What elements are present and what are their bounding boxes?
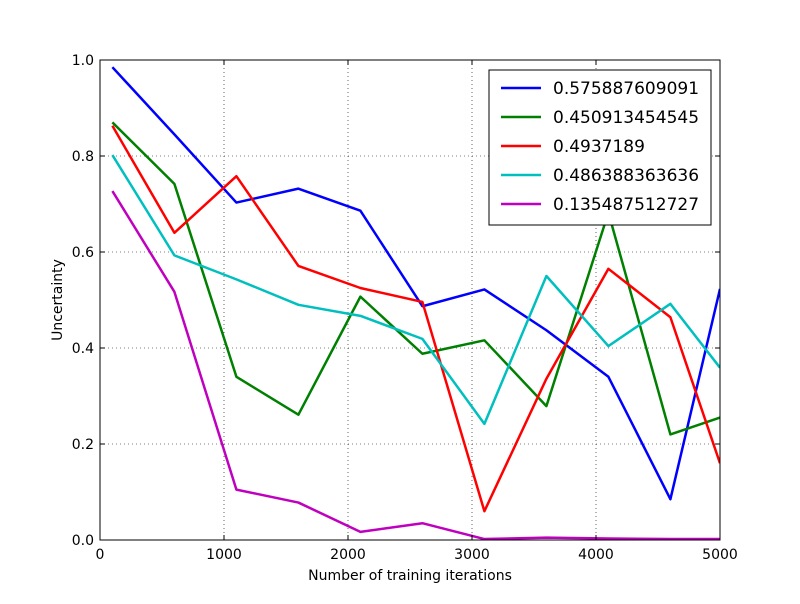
y-tick-label: 0.6 — [72, 245, 94, 261]
series-line-5 — [111, 190, 720, 540]
x-axis-label: Number of training iterations — [308, 568, 512, 584]
legend-label-1: 0.575887609091 — [553, 79, 699, 99]
series-line-2 — [111, 121, 720, 436]
legend-label-2: 0.450913454545 — [553, 108, 699, 128]
y-tick-label: 0.0 — [72, 533, 94, 549]
x-tick-label: 3000 — [454, 547, 490, 563]
y-tick-label: 0.2 — [72, 437, 94, 453]
legend-label-5: 0.135487512727 — [553, 195, 699, 215]
x-tick-label: 5000 — [702, 547, 738, 563]
y-axis-label: Uncertainty — [50, 259, 66, 341]
legend-box — [488, 69, 712, 226]
x-tick-label: 1000 — [206, 547, 242, 563]
legend: 0.575887609091 0.450913454545 0.4937189 0.4… — [488, 69, 712, 226]
y-tick-label: 0.4 — [72, 341, 94, 357]
legend-label-3: 0.4937189 — [553, 137, 645, 157]
y-tick-label: 1.0 — [72, 53, 94, 69]
series-layer — [111, 66, 720, 540]
tick-layer: 0 1000 2000 3000 4000 5000 0.0 0.2 0.4 0.6 0.8 1.0 — [72, 53, 738, 563]
x-tick-label: 0 — [96, 547, 105, 563]
plot-frame — [99, 59, 721, 541]
x-tick-label: 2000 — [330, 547, 366, 563]
y-tick-label: 0.8 — [72, 149, 94, 165]
series-line-3 — [111, 125, 720, 513]
x-tick-label: 4000 — [578, 547, 614, 563]
legend-label-4: 0.486388363636 — [553, 166, 699, 186]
series-line-4 — [111, 154, 720, 426]
